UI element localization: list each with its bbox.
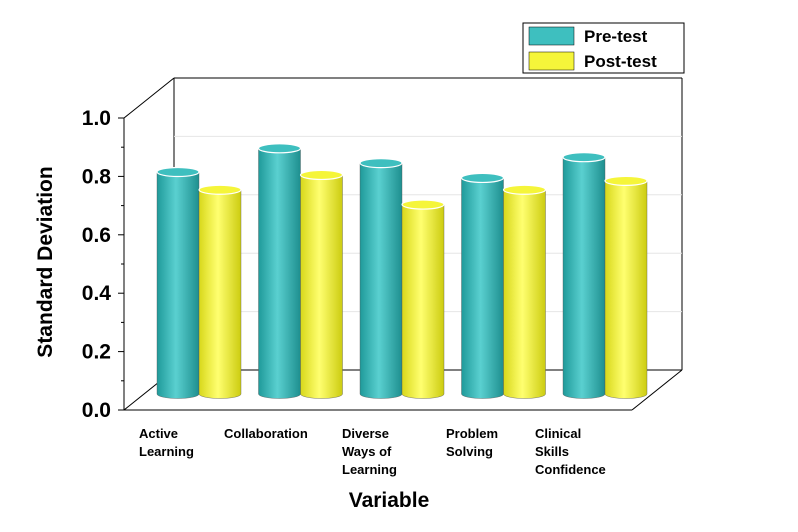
x-tick-label: Clinical Skills Confidence [535,426,606,477]
bar-post-test-1 [299,169,344,399]
bar-body [401,204,445,399]
x-axis-title: Variable [349,489,430,512]
legend-swatch-post-test [528,51,575,71]
bar-post-test-2 [401,199,445,399]
bar-pre-test-0 [156,166,200,399]
legend-label-pre-test: Pre-test [584,27,648,46]
bar-cap [562,152,606,163]
bar-body [300,174,343,399]
bar-body [359,162,403,399]
bar-body [156,171,200,399]
legend-swatch-pre-test [528,26,575,46]
x-tick-label: Problem Solving [446,426,498,459]
bar-cap [198,184,242,195]
bar-cap [156,166,200,178]
bar-body [562,157,606,399]
y-axis-title: Standard Deviation [34,166,57,357]
bar-body [604,180,648,399]
bar-body [258,148,301,399]
x-tick-label: Diverse Ways of Learning [342,426,397,477]
legend: Pre-test Post-test [522,22,685,74]
bar-cap [502,184,547,195]
bar-post-test-3 [502,184,547,399]
bar-body [198,189,242,399]
bars [156,143,648,399]
bar-pre-test-4 [562,152,606,399]
bar-cap [460,172,505,184]
y-axis [118,117,124,411]
y-tick-label: 1.0 [82,107,111,130]
bar-cap [401,199,445,210]
x-tick-labels: Active Learning Collaboration Diverse Ways o… [139,426,606,477]
bar-pre-test-2 [359,158,403,399]
bar-post-test-4 [604,175,648,399]
y-tick-labels: 0.0 0.2 0.4 0.6 0.8 1.0 [82,107,112,422]
bar-pre-test-3 [460,172,505,399]
bar-body [503,189,546,399]
bar-body [461,177,504,399]
x-tick-label: Active Learning [139,426,194,459]
y-tick-label: 0.2 [82,341,111,364]
bar-pre-test-1 [257,143,302,399]
y-tick-label: 0.6 [82,224,111,247]
bar-post-test-0 [198,184,242,399]
y-tick-label: 0.0 [82,399,111,422]
bar-cap [257,143,302,154]
y-tick-label: 0.8 [82,165,112,188]
bar-cap [604,175,648,186]
bar-cap [359,158,403,169]
legend-label-post-test: Post-test [584,52,657,71]
bar-cap [299,169,344,181]
y-tick-label: 0.4 [82,282,112,305]
x-tick-label: Collaboration [224,426,308,441]
